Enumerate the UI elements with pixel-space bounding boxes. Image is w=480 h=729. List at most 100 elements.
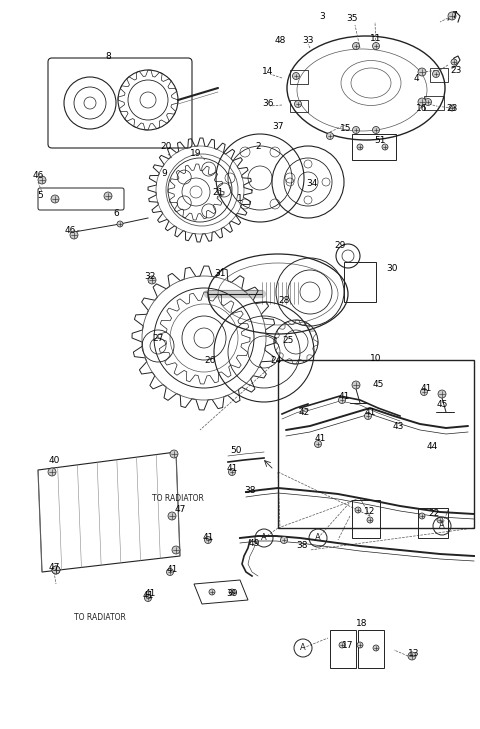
Circle shape <box>326 133 334 139</box>
Text: 12: 12 <box>364 507 376 517</box>
Text: A: A <box>439 521 445 531</box>
Circle shape <box>419 513 425 519</box>
Circle shape <box>432 71 440 77</box>
Text: 47: 47 <box>48 564 60 572</box>
Text: 30: 30 <box>386 263 398 273</box>
Circle shape <box>170 450 178 458</box>
Circle shape <box>292 72 300 79</box>
Text: 4: 4 <box>413 74 419 82</box>
Circle shape <box>448 12 456 20</box>
Text: 7: 7 <box>451 10 457 20</box>
Text: 17: 17 <box>342 642 354 650</box>
Circle shape <box>48 468 56 476</box>
Text: 36: 36 <box>262 98 274 107</box>
Text: 41: 41 <box>314 434 326 443</box>
Text: 41: 41 <box>226 464 238 472</box>
Bar <box>290 100 308 112</box>
Text: 27: 27 <box>152 333 164 343</box>
Text: 41: 41 <box>144 590 156 599</box>
Bar <box>352 500 380 538</box>
Text: 15: 15 <box>340 123 352 133</box>
Circle shape <box>408 652 416 660</box>
Text: A: A <box>261 534 267 542</box>
Text: 50: 50 <box>230 445 242 454</box>
Circle shape <box>357 144 363 150</box>
Circle shape <box>418 98 426 106</box>
Circle shape <box>357 642 363 648</box>
Circle shape <box>373 645 379 651</box>
Text: 22: 22 <box>428 510 440 518</box>
Circle shape <box>352 381 360 389</box>
Circle shape <box>438 390 446 398</box>
Text: 3: 3 <box>319 12 325 20</box>
Text: 21: 21 <box>212 187 224 197</box>
Text: 14: 14 <box>262 66 274 76</box>
Text: 41: 41 <box>420 383 432 392</box>
Bar <box>430 68 448 82</box>
Text: 41: 41 <box>338 391 350 400</box>
Text: 35: 35 <box>346 14 358 23</box>
Text: 45: 45 <box>436 399 448 408</box>
Circle shape <box>314 440 322 448</box>
Text: 51: 51 <box>374 136 386 144</box>
Bar <box>290 70 308 84</box>
Circle shape <box>117 221 123 227</box>
Circle shape <box>228 469 236 475</box>
Circle shape <box>295 101 301 107</box>
Bar <box>344 262 376 302</box>
Text: 1: 1 <box>237 193 243 203</box>
Text: TO RADIATOR: TO RADIATOR <box>74 614 126 623</box>
Bar <box>424 96 444 110</box>
Text: A: A <box>315 534 321 542</box>
Circle shape <box>367 517 373 523</box>
Bar <box>418 508 448 538</box>
Circle shape <box>280 537 288 544</box>
Text: 18: 18 <box>356 620 368 628</box>
Circle shape <box>172 546 180 554</box>
Text: 2: 2 <box>255 141 261 150</box>
Circle shape <box>437 517 443 523</box>
Bar <box>330 630 356 668</box>
Text: 25: 25 <box>282 335 294 345</box>
Text: 41: 41 <box>364 408 376 416</box>
Circle shape <box>51 195 59 203</box>
Text: 19: 19 <box>190 149 202 157</box>
Circle shape <box>451 59 457 65</box>
Circle shape <box>104 192 112 200</box>
Text: 49: 49 <box>248 539 260 548</box>
Text: 10: 10 <box>370 354 382 362</box>
Text: 26: 26 <box>204 356 216 364</box>
Text: 5: 5 <box>37 190 43 200</box>
Text: 43: 43 <box>392 421 404 431</box>
Circle shape <box>338 397 346 403</box>
Text: 47: 47 <box>174 505 186 515</box>
Text: 9: 9 <box>161 168 167 177</box>
Text: 28: 28 <box>278 295 290 305</box>
Text: 41: 41 <box>166 566 178 574</box>
Circle shape <box>424 98 432 106</box>
Bar <box>278 360 474 528</box>
Circle shape <box>420 389 428 396</box>
Circle shape <box>355 507 361 513</box>
Text: 38: 38 <box>296 542 308 550</box>
Text: 46: 46 <box>32 171 44 179</box>
Circle shape <box>209 589 215 595</box>
Text: 41: 41 <box>202 534 214 542</box>
Circle shape <box>372 127 380 133</box>
Text: 16: 16 <box>416 104 428 112</box>
Circle shape <box>352 42 360 50</box>
Text: 34: 34 <box>306 179 318 187</box>
Text: 40: 40 <box>48 456 60 464</box>
Text: 37: 37 <box>272 122 284 130</box>
Circle shape <box>204 537 212 544</box>
Circle shape <box>144 595 152 601</box>
Text: 48: 48 <box>274 36 286 44</box>
Text: 23: 23 <box>450 66 462 74</box>
Circle shape <box>167 569 173 575</box>
Text: 23: 23 <box>446 104 458 112</box>
Text: 8: 8 <box>105 52 111 61</box>
Text: 13: 13 <box>408 650 420 658</box>
Circle shape <box>52 566 60 574</box>
Text: 42: 42 <box>299 408 310 416</box>
Text: 38: 38 <box>244 486 256 494</box>
